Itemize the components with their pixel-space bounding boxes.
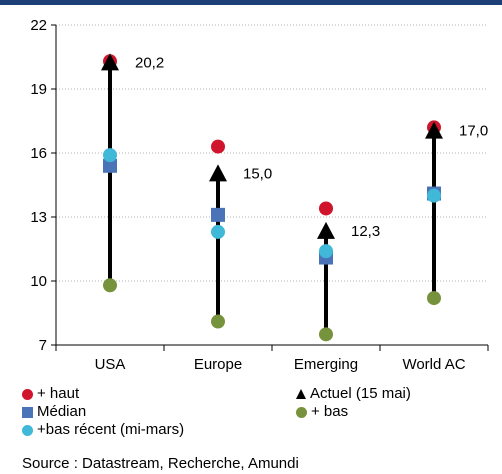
red-circle-icon — [22, 388, 33, 400]
legend-label-actuel: Actuel (15 mai) — [310, 385, 411, 402]
y-tick-label: 13 — [30, 209, 47, 226]
low-marker — [427, 291, 441, 306]
x-tick-label: USA — [95, 356, 126, 373]
legend-item-haut: + haut — [22, 385, 79, 403]
low-marker — [319, 327, 333, 342]
x-tick-label: World AC — [402, 356, 465, 373]
y-tick-label: 22 — [30, 17, 47, 34]
legend-item-median: Médian — [22, 403, 86, 421]
y-tick-label: 7 — [39, 337, 47, 354]
high-marker — [319, 201, 333, 216]
y-tick-label: 16 — [30, 145, 47, 162]
current-marker — [425, 121, 443, 139]
data-label: 20,2 — [135, 54, 164, 71]
legend-label-bas: + bas — [311, 403, 349, 420]
current-marker — [101, 53, 119, 71]
current-marker — [317, 221, 335, 239]
green-circle-icon — [296, 406, 307, 418]
legend-label-median: Médian — [37, 403, 87, 420]
legend-item-actuel: Actuel (15 mai) — [296, 385, 411, 403]
x-tick-label: Emerging — [294, 356, 358, 373]
data-label: 12,3 — [351, 223, 380, 240]
cyan-circle-icon — [22, 424, 33, 436]
data-label: 17,0 — [459, 123, 488, 140]
y-tick-label: 10 — [30, 273, 47, 290]
legend-label-bas-recent: +bas récent (mi-mars) — [37, 421, 185, 438]
low-marker — [211, 314, 225, 329]
current-marker — [209, 164, 227, 182]
data-label: 15,0 — [243, 165, 272, 182]
y-tick-label: 19 — [30, 81, 47, 98]
legend: + haut Actuel (15 mai) Médian + bas +bas… — [22, 385, 492, 439]
median-marker — [211, 207, 225, 222]
range-chart: 7 10 13 16 19 22 USA Europe Emerging World AC 20,2… — [30, 17, 489, 373]
high-marker — [211, 139, 225, 154]
recent-low-marker — [319, 244, 333, 259]
median-marker — [103, 158, 117, 173]
legend-item-bas: + bas — [296, 403, 348, 421]
top-accent-bar — [0, 0, 502, 5]
legend-item-bas-recent: +bas récent (mi-mars) — [22, 421, 184, 439]
recent-low-marker — [427, 188, 441, 203]
source-note: Source : Datastream, Recherche, Amundi — [22, 455, 299, 472]
x-tick-label: Europe — [194, 356, 242, 373]
recent-low-marker — [211, 224, 225, 239]
legend-label-haut: + haut — [37, 385, 80, 402]
blue-square-icon — [22, 406, 33, 418]
black-triangle-icon — [296, 389, 306, 399]
recent-low-marker — [103, 148, 117, 163]
low-marker — [103, 278, 117, 293]
